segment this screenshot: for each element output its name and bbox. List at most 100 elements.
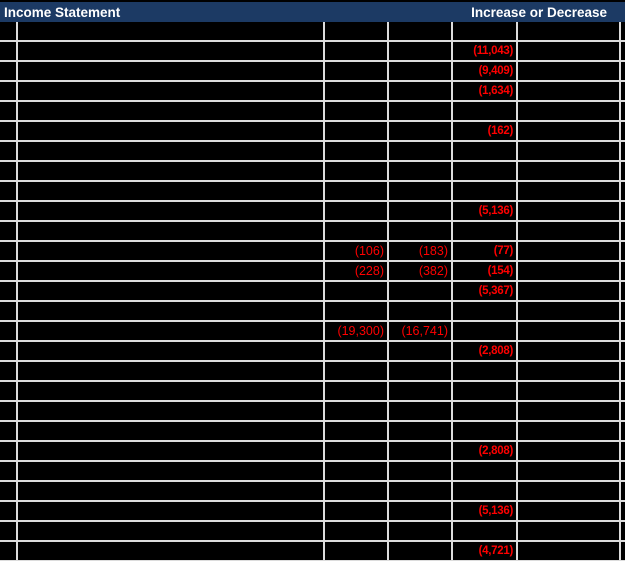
cell-C27[interactable] [325, 542, 387, 560]
cell-F11[interactable] [518, 222, 619, 240]
cell-B17[interactable] [18, 342, 323, 360]
cell-C2[interactable] [325, 42, 387, 60]
cell-G16[interactable] [621, 322, 625, 340]
cell-G1[interactable] [621, 22, 625, 40]
cell-F13[interactable] [518, 262, 619, 280]
cell-E19[interactable] [453, 382, 516, 400]
cell-B16[interactable] [18, 322, 323, 340]
cell-D11[interactable] [389, 222, 451, 240]
cell-F5[interactable] [518, 102, 619, 120]
cell-F12[interactable] [518, 242, 619, 260]
cell-A18[interactable] [0, 362, 16, 380]
cell-D17[interactable] [389, 342, 451, 360]
cell-D10[interactable] [389, 202, 451, 220]
cell-B15[interactable] [18, 302, 323, 320]
cell-C20[interactable] [325, 402, 387, 420]
cell-A23[interactable] [0, 462, 16, 480]
cell-E18[interactable] [453, 362, 516, 380]
cell-C21[interactable] [325, 422, 387, 440]
cell-B25[interactable] [18, 502, 323, 520]
cell-A7[interactable] [0, 142, 16, 160]
cell-C7[interactable] [325, 142, 387, 160]
cell-A26[interactable] [0, 522, 16, 540]
cell-A9[interactable] [0, 182, 16, 200]
cell-A16[interactable] [0, 322, 16, 340]
cell-D13[interactable]: (382) [389, 262, 451, 280]
cell-E11[interactable] [453, 222, 516, 240]
cell-F22[interactable] [518, 442, 619, 460]
cell-D25[interactable] [389, 502, 451, 520]
cell-C5[interactable] [325, 102, 387, 120]
cell-E22[interactable]: (2,808) [453, 442, 516, 460]
cell-E17[interactable]: (2,808) [453, 342, 516, 360]
cell-B7[interactable] [18, 142, 323, 160]
cell-D27[interactable] [389, 542, 451, 560]
cell-A11[interactable] [0, 222, 16, 240]
cell-D26[interactable] [389, 522, 451, 540]
cell-E16[interactable] [453, 322, 516, 340]
cell-D3[interactable] [389, 62, 451, 80]
cell-E1[interactable] [453, 22, 516, 40]
cell-F15[interactable] [518, 302, 619, 320]
cell-G3[interactable] [621, 62, 625, 80]
cell-F24[interactable] [518, 482, 619, 500]
cell-G15[interactable] [621, 302, 625, 320]
cell-G25[interactable] [621, 502, 625, 520]
cell-A14[interactable] [0, 282, 16, 300]
cell-F2[interactable] [518, 42, 619, 60]
cell-C8[interactable] [325, 162, 387, 180]
cell-C4[interactable] [325, 82, 387, 100]
cell-D4[interactable] [389, 82, 451, 100]
cell-C14[interactable] [325, 282, 387, 300]
cell-G9[interactable] [621, 182, 625, 200]
cell-C18[interactable] [325, 362, 387, 380]
cell-B22[interactable] [18, 442, 323, 460]
cell-C16[interactable]: (19,300) [325, 322, 387, 340]
cell-D18[interactable] [389, 362, 451, 380]
cell-A1[interactable] [0, 22, 16, 40]
cell-E12[interactable]: (77) [453, 242, 516, 260]
cell-G4[interactable] [621, 82, 625, 100]
cell-D15[interactable] [389, 302, 451, 320]
cell-A17[interactable] [0, 342, 16, 360]
cell-E2[interactable]: (11,043) [453, 42, 516, 60]
cell-F21[interactable] [518, 422, 619, 440]
cell-G8[interactable] [621, 162, 625, 180]
cell-E5[interactable] [453, 102, 516, 120]
cell-E24[interactable] [453, 482, 516, 500]
cell-G14[interactable] [621, 282, 625, 300]
cell-E20[interactable] [453, 402, 516, 420]
cell-E15[interactable] [453, 302, 516, 320]
cell-C25[interactable] [325, 502, 387, 520]
cell-B11[interactable] [18, 222, 323, 240]
cell-D2[interactable] [389, 42, 451, 60]
cell-E25[interactable]: (5,136) [453, 502, 516, 520]
cell-F7[interactable] [518, 142, 619, 160]
cell-C17[interactable] [325, 342, 387, 360]
cell-E4[interactable]: (1,634) [453, 82, 516, 100]
cell-B2[interactable] [18, 42, 323, 60]
cell-C13[interactable]: (228) [325, 262, 387, 280]
cell-G10[interactable] [621, 202, 625, 220]
cell-C11[interactable] [325, 222, 387, 240]
cell-C3[interactable] [325, 62, 387, 80]
cell-F18[interactable] [518, 362, 619, 380]
cell-G26[interactable] [621, 522, 625, 540]
cell-E13[interactable]: (154) [453, 262, 516, 280]
income-statement-title[interactable]: Income Statement [4, 4, 121, 20]
cell-B6[interactable] [18, 122, 323, 140]
cell-B23[interactable] [18, 462, 323, 480]
cell-F8[interactable] [518, 162, 619, 180]
cell-B4[interactable] [18, 82, 323, 100]
cell-G24[interactable] [621, 482, 625, 500]
cell-F3[interactable] [518, 62, 619, 80]
cell-C19[interactable] [325, 382, 387, 400]
cell-B10[interactable] [18, 202, 323, 220]
cell-E21[interactable] [453, 422, 516, 440]
cell-G18[interactable] [621, 362, 625, 380]
cell-G23[interactable] [621, 462, 625, 480]
cell-F10[interactable] [518, 202, 619, 220]
cell-G17[interactable] [621, 342, 625, 360]
cell-G5[interactable] [621, 102, 625, 120]
cell-D7[interactable] [389, 142, 451, 160]
